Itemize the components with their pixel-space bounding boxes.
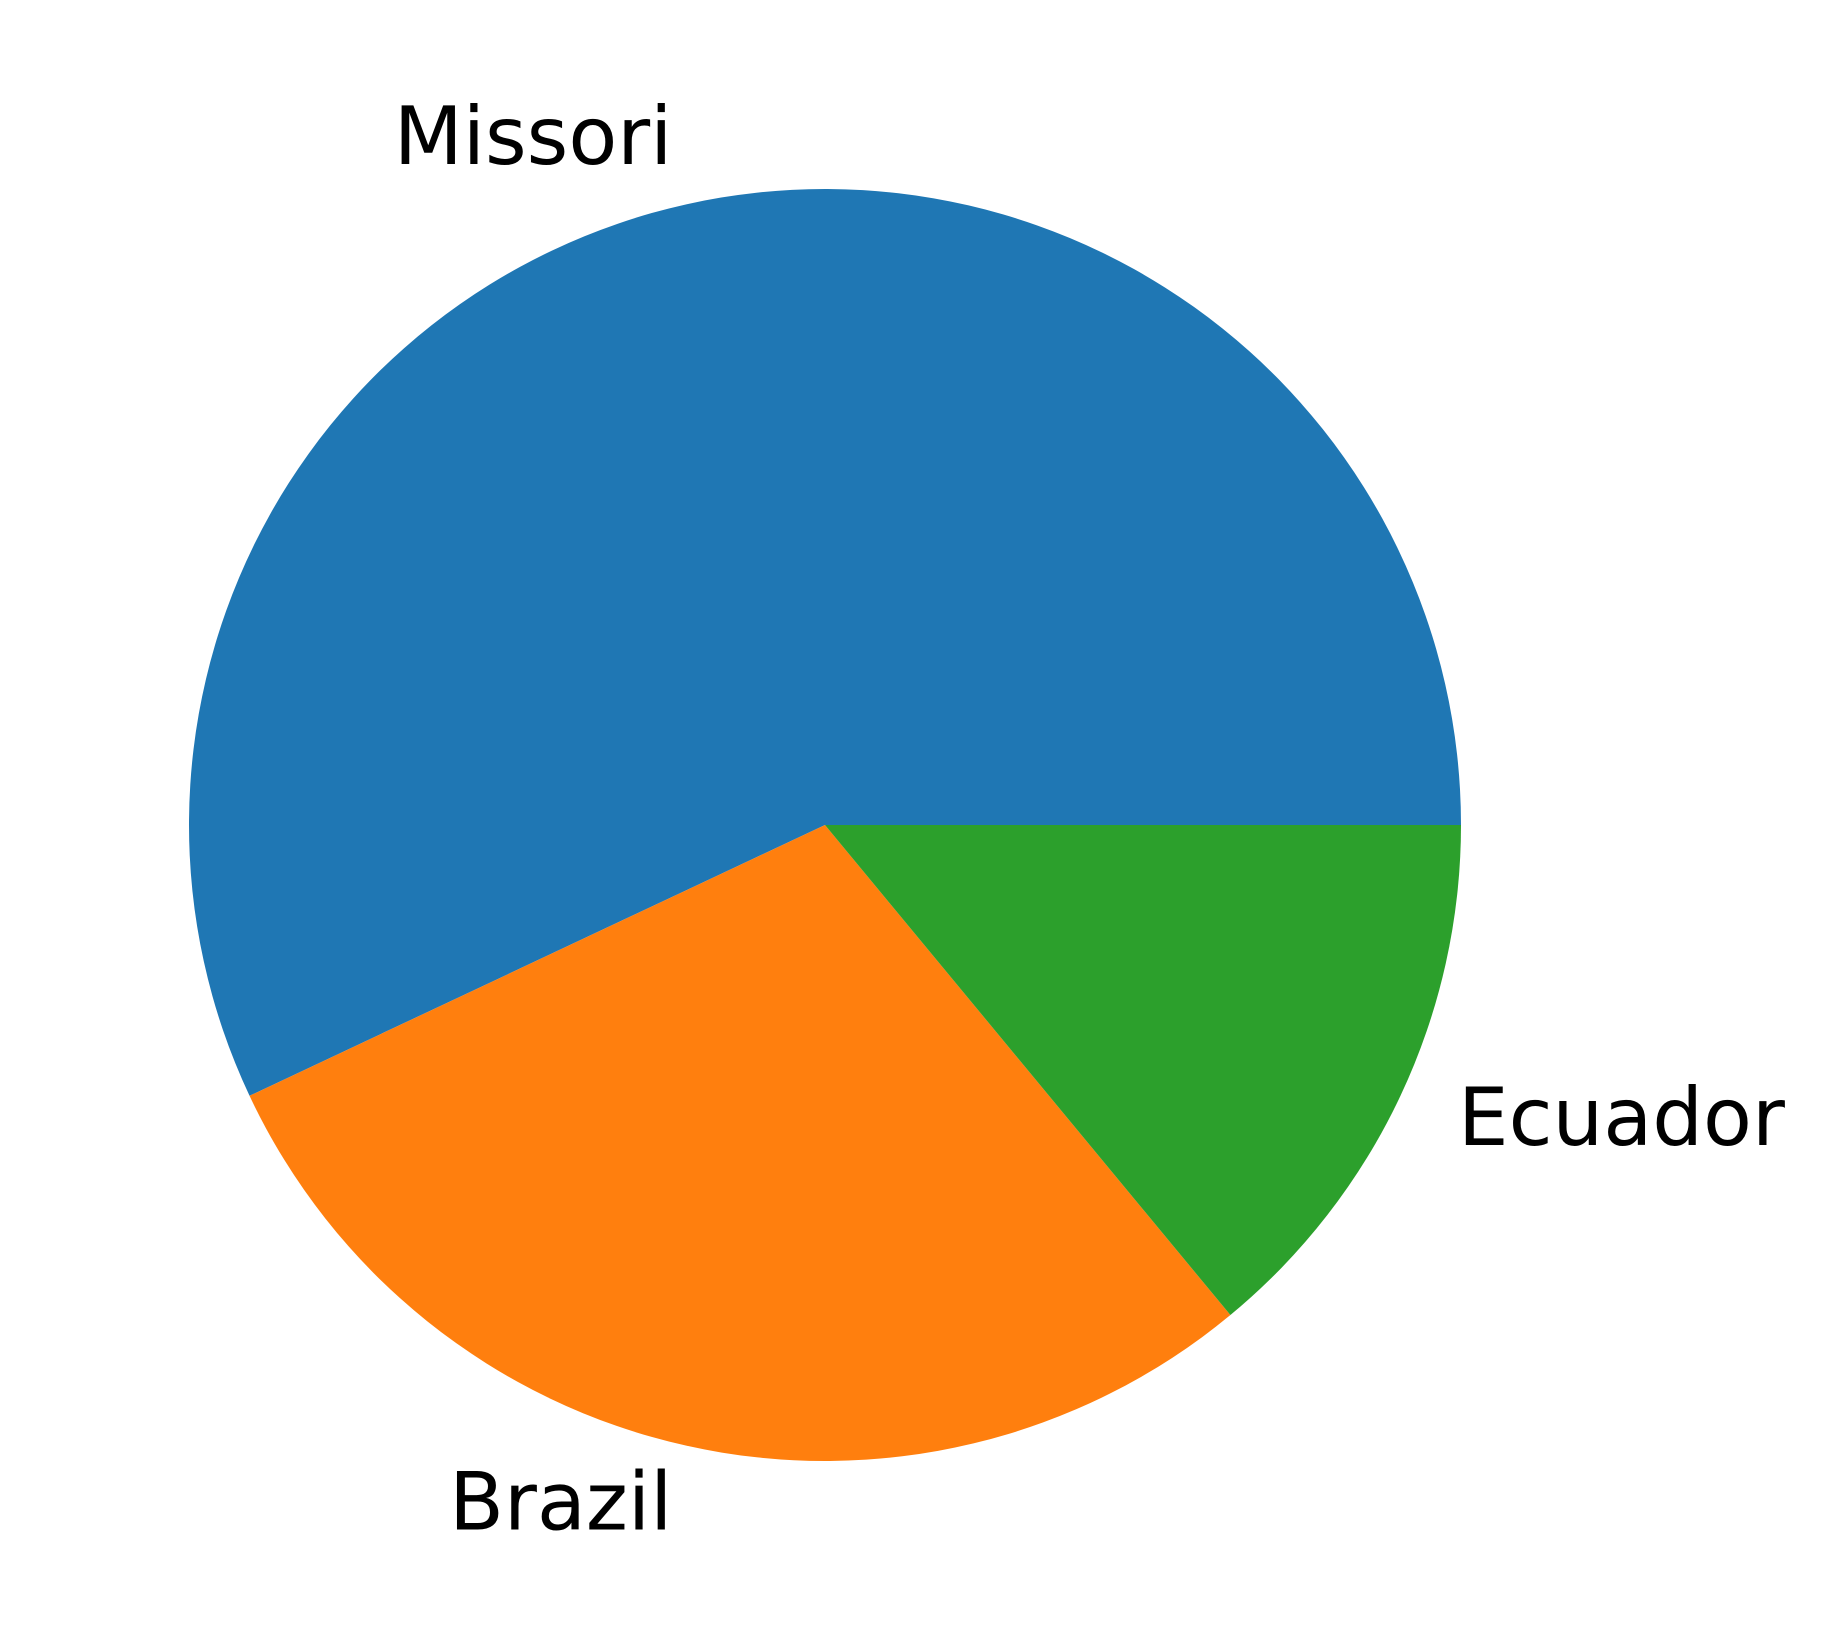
- pie-label-ecuador: Ecuador: [1458, 1071, 1785, 1164]
- pie-slices: [188, 188, 1462, 1461]
- pie-label-missori: Missori: [394, 90, 673, 183]
- pie-slice-missori: [188, 188, 1462, 1096]
- pie-label-brazil: Brazil: [449, 1456, 672, 1549]
- pie-slice-ecuador: [825, 825, 1461, 1316]
- pie-labels: Missori Brazil Ecuador: [394, 90, 1785, 1549]
- pie-slice-brazil: [249, 825, 1231, 1461]
